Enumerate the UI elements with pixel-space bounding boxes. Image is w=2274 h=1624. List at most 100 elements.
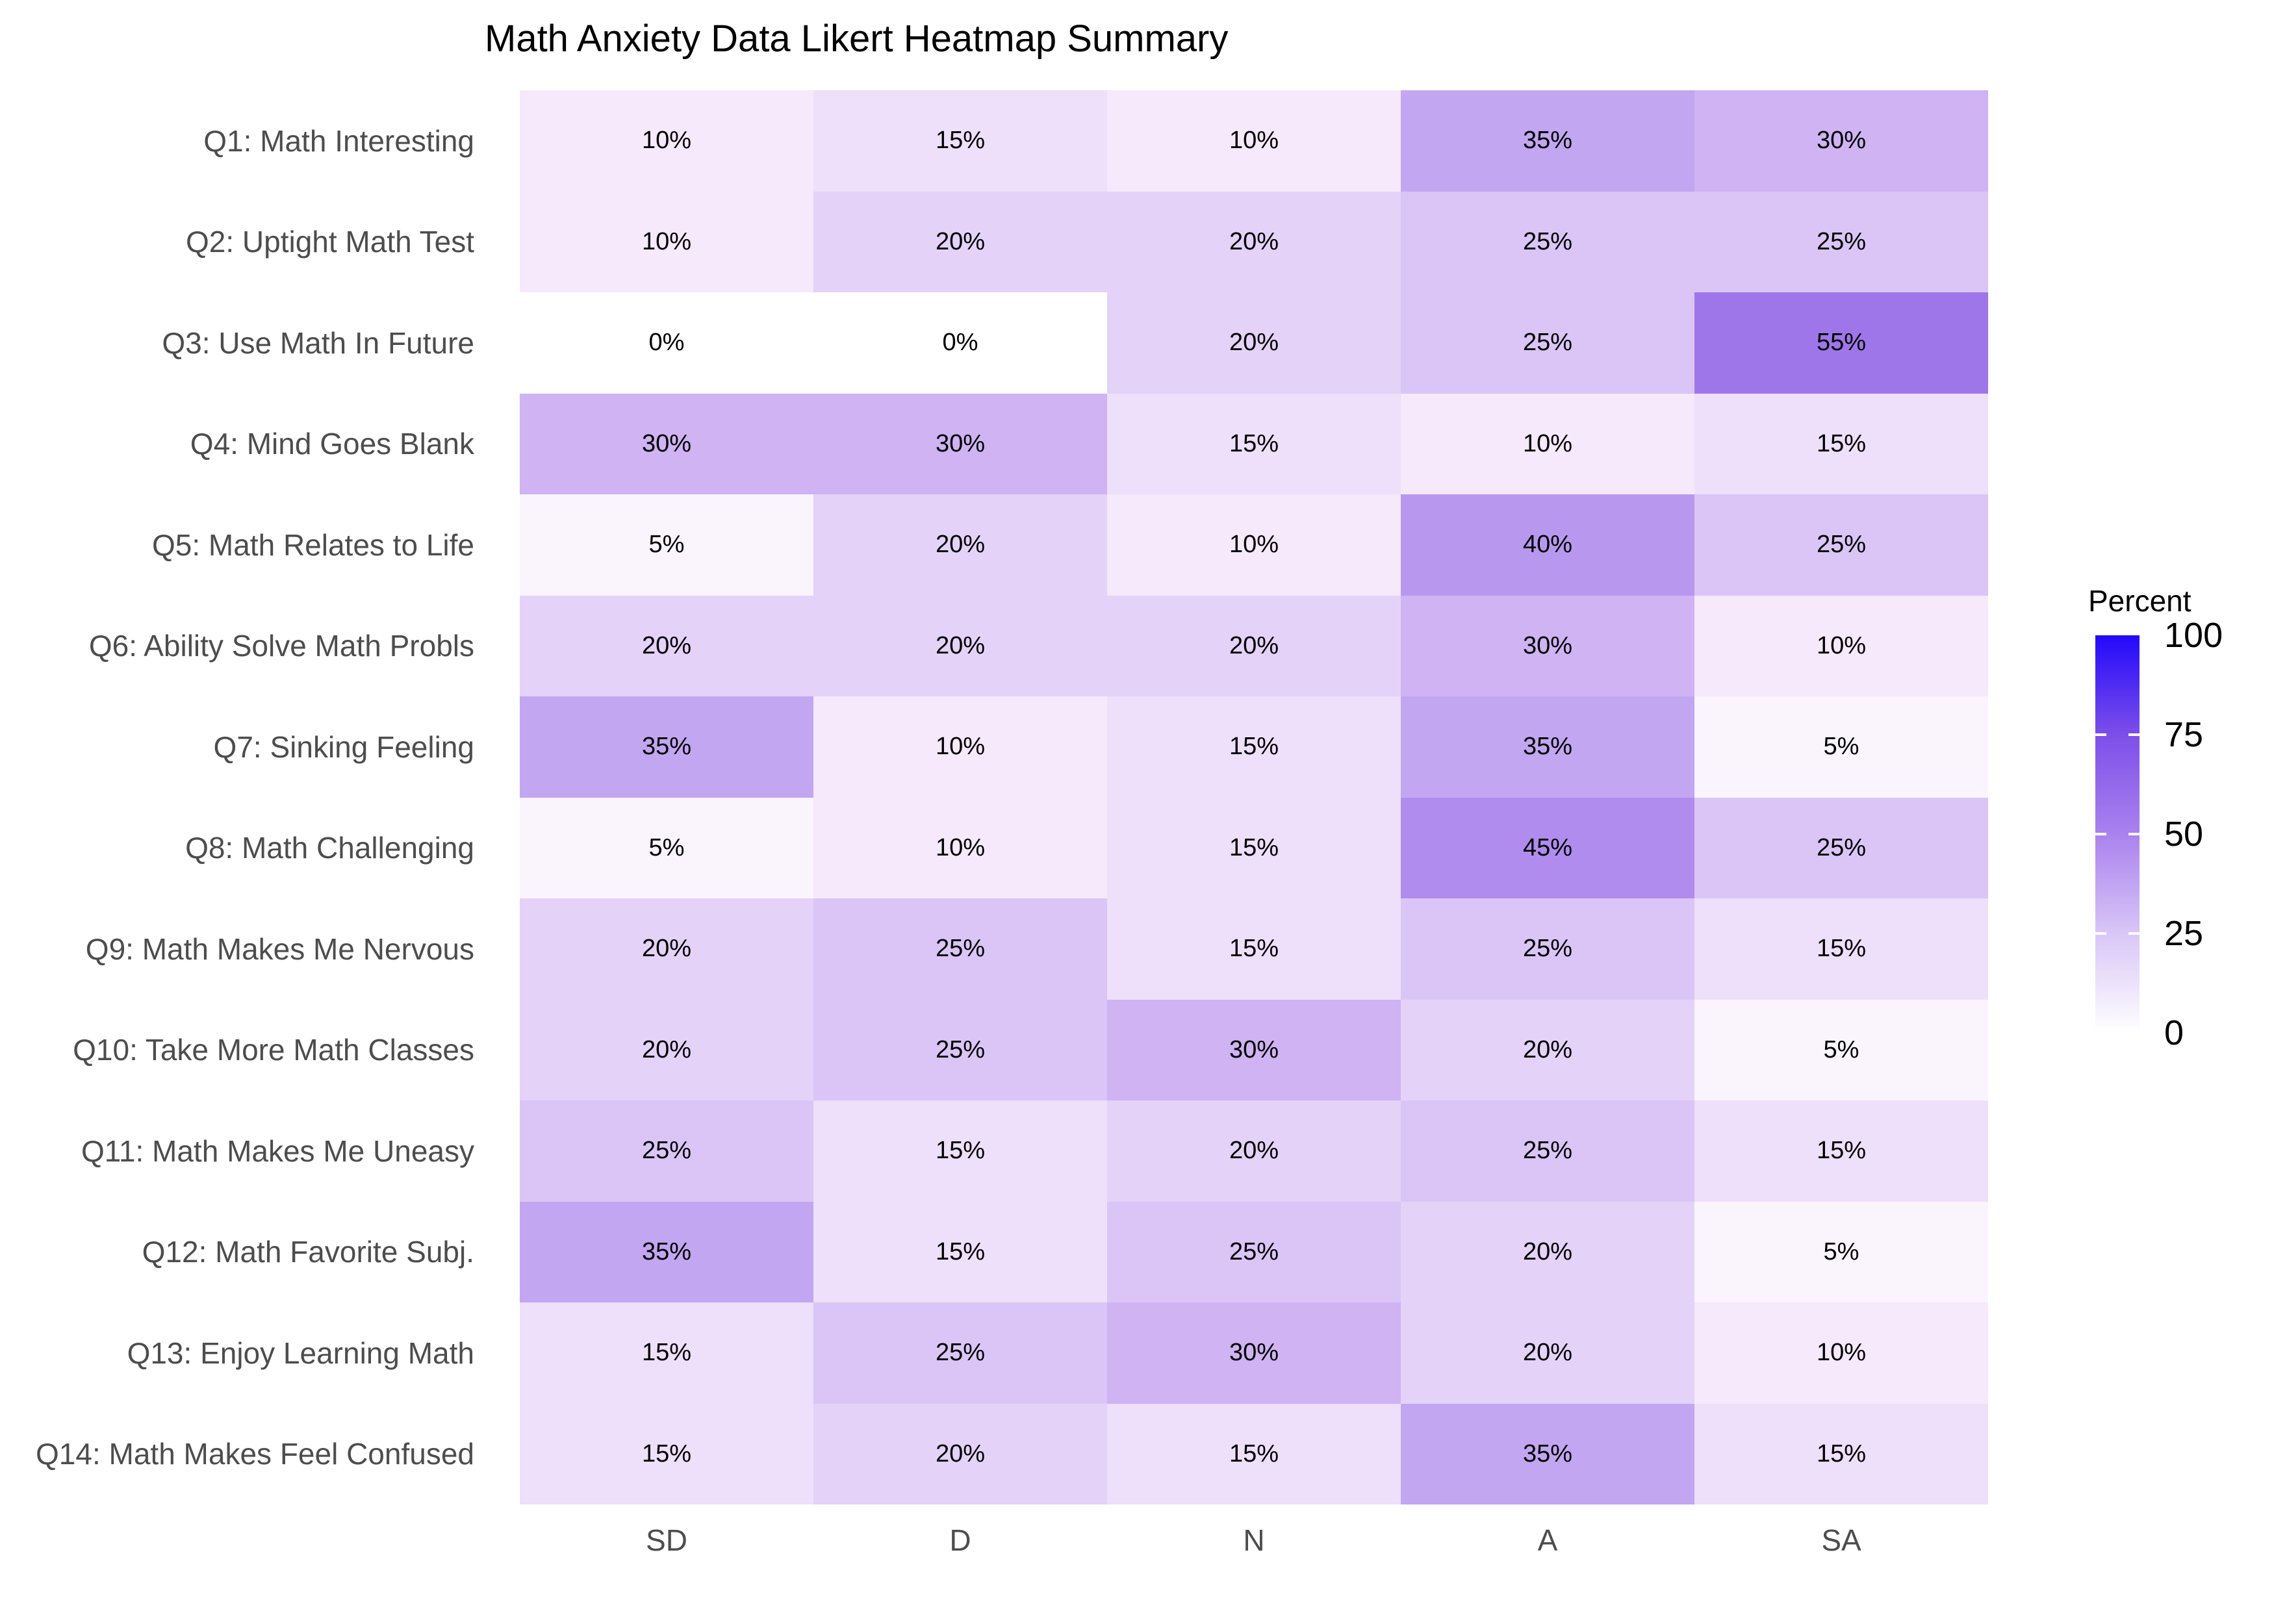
cell-value: 25%: [1522, 935, 1573, 963]
heatmap-cell: 35%: [1401, 90, 1694, 192]
heatmap-cell: 15%: [520, 1302, 813, 1404]
cell-value: 25%: [1522, 329, 1573, 357]
heatmap-cell: 15%: [1107, 393, 1401, 494]
heatmap-cell: 5%: [520, 797, 813, 898]
row-label: Q11: Math Makes Me Uneasy: [81, 1134, 474, 1168]
y-axis-labels: Q1: Math Interesting Q2: Uptight Math Tes…: [0, 90, 520, 1504]
cell-value: 10%: [1816, 1339, 1867, 1367]
cell-value: 15%: [1229, 733, 1279, 761]
heatmap-cell: 10%: [813, 797, 1107, 898]
legend-tick-mark: [2095, 833, 2106, 835]
heatmap-cell: 20%: [1401, 999, 1694, 1100]
cell-value: 20%: [1522, 1237, 1573, 1265]
legend-title: Percent: [2088, 584, 2191, 618]
heatmap-cell: 20%: [813, 191, 1107, 292]
cell-value: 20%: [1522, 1339, 1573, 1367]
cell-value: 5%: [1823, 1035, 1859, 1063]
legend: Percent 100 75 50 25 0: [2079, 583, 2274, 1103]
cell-value: 30%: [1816, 127, 1867, 155]
cell-value: 0%: [648, 329, 685, 357]
heatmap-cell: 35%: [1401, 696, 1694, 798]
cell-value: 15%: [641, 1339, 692, 1367]
cell-value: 25%: [935, 1339, 986, 1367]
cell-value: 20%: [1522, 1035, 1573, 1063]
cell-value: 5%: [1823, 733, 1859, 761]
heatmap-cell: 10%: [1694, 1302, 1988, 1404]
cell-value: 15%: [1229, 1440, 1279, 1467]
cell-value: 15%: [1816, 1440, 1867, 1467]
row-label: Q1: Math Interesting: [203, 123, 474, 158]
cell-value: 20%: [641, 935, 692, 963]
cell-value: 5%: [648, 833, 685, 861]
row-label: Q8: Math Challenging: [185, 831, 474, 865]
heatmap-cell: 15%: [1107, 1403, 1401, 1504]
heatmap-cell: 25%: [1401, 1100, 1694, 1202]
cell-value: 15%: [935, 1137, 986, 1165]
heatmap-cell: 20%: [1107, 191, 1401, 292]
row-label: Q6: Ability Solve Math Probls: [88, 629, 474, 663]
row-label: Q2: Uptight Math Test: [185, 225, 474, 259]
heatmap-cell: 10%: [813, 696, 1107, 798]
heatmap-cell: 25%: [1401, 292, 1694, 394]
column-label: SA: [1821, 1523, 1861, 1557]
heatmap-cell: 25%: [1107, 1201, 1401, 1302]
legend-gradient-bar: [2095, 635, 2140, 1033]
x-axis-labels: SD D N A SA: [520, 1523, 1988, 1558]
row-label: Q5: Math Relates to Life: [151, 527, 474, 562]
heatmap-cell: 15%: [1694, 1100, 1988, 1202]
cell-value: 15%: [1816, 935, 1867, 963]
column-label: N: [1243, 1523, 1265, 1557]
cell-value: 30%: [1522, 631, 1573, 659]
legend-tick-mark: [2128, 932, 2140, 935]
cell-value: 40%: [1522, 531, 1573, 559]
heatmap-cell: 35%: [1401, 1403, 1694, 1504]
heatmap-cell: 15%: [1694, 898, 1988, 1000]
legend-tick-mark: [2095, 733, 2106, 736]
cell-value: 15%: [935, 127, 986, 155]
cell-value: 55%: [1816, 329, 1867, 357]
heatmap-cell: 20%: [813, 1403, 1107, 1504]
heatmap-cell: 20%: [1107, 595, 1401, 696]
cell-value: 20%: [1229, 329, 1279, 357]
heatmap-cell: 20%: [520, 898, 813, 1000]
row-label: Q3: Use Math In Future: [162, 325, 474, 360]
legend-tick-label: 75: [2164, 715, 2204, 754]
cell-value: 20%: [1229, 631, 1279, 659]
heatmap-cell: 45%: [1401, 797, 1694, 898]
heatmap-cell: 10%: [1694, 595, 1988, 696]
cell-value: 10%: [935, 733, 986, 761]
cell-value: 20%: [1229, 1137, 1279, 1165]
column-label: A: [1537, 1523, 1558, 1557]
heatmap-cell: 20%: [813, 494, 1107, 596]
heatmap-cell: 5%: [1694, 999, 1988, 1100]
heatmap-cell: 40%: [1401, 494, 1694, 596]
cell-value: 5%: [648, 531, 685, 559]
heatmap-cell: 20%: [1107, 292, 1401, 394]
heatmap-cell: 0%: [813, 292, 1107, 394]
heatmap-cell: 10%: [520, 191, 813, 292]
heatmap-cell: 20%: [520, 999, 813, 1100]
cell-value: 0%: [942, 329, 978, 357]
legend-tick-label: 100: [2164, 616, 2223, 655]
cell-value: 25%: [641, 1137, 692, 1165]
cell-value: 20%: [935, 227, 986, 255]
heatmap-cell: 25%: [520, 1100, 813, 1202]
cell-value: 15%: [1229, 935, 1279, 963]
cell-value: 25%: [935, 1035, 986, 1063]
cell-value: 25%: [1522, 1137, 1573, 1165]
heatmap-cell: 10%: [520, 90, 813, 192]
cell-value: 15%: [1229, 833, 1279, 861]
cell-value: 20%: [641, 1035, 692, 1063]
heatmap-cell: 15%: [813, 90, 1107, 192]
row-label: Q14: Math Makes Feel Confused: [36, 1437, 474, 1471]
cell-value: 45%: [1522, 833, 1573, 861]
cell-value: 35%: [641, 733, 692, 761]
heatmap-cell: 15%: [813, 1201, 1107, 1302]
heatmap-cell: 15%: [520, 1403, 813, 1504]
cell-value: 30%: [1229, 1035, 1279, 1063]
cell-value: 35%: [1522, 1440, 1573, 1467]
heatmap-cell: 25%: [813, 898, 1107, 1000]
heatmap-cell: 25%: [1401, 898, 1694, 1000]
heatmap-cell: 15%: [813, 1100, 1107, 1202]
heatmap-cell: 5%: [520, 494, 813, 596]
